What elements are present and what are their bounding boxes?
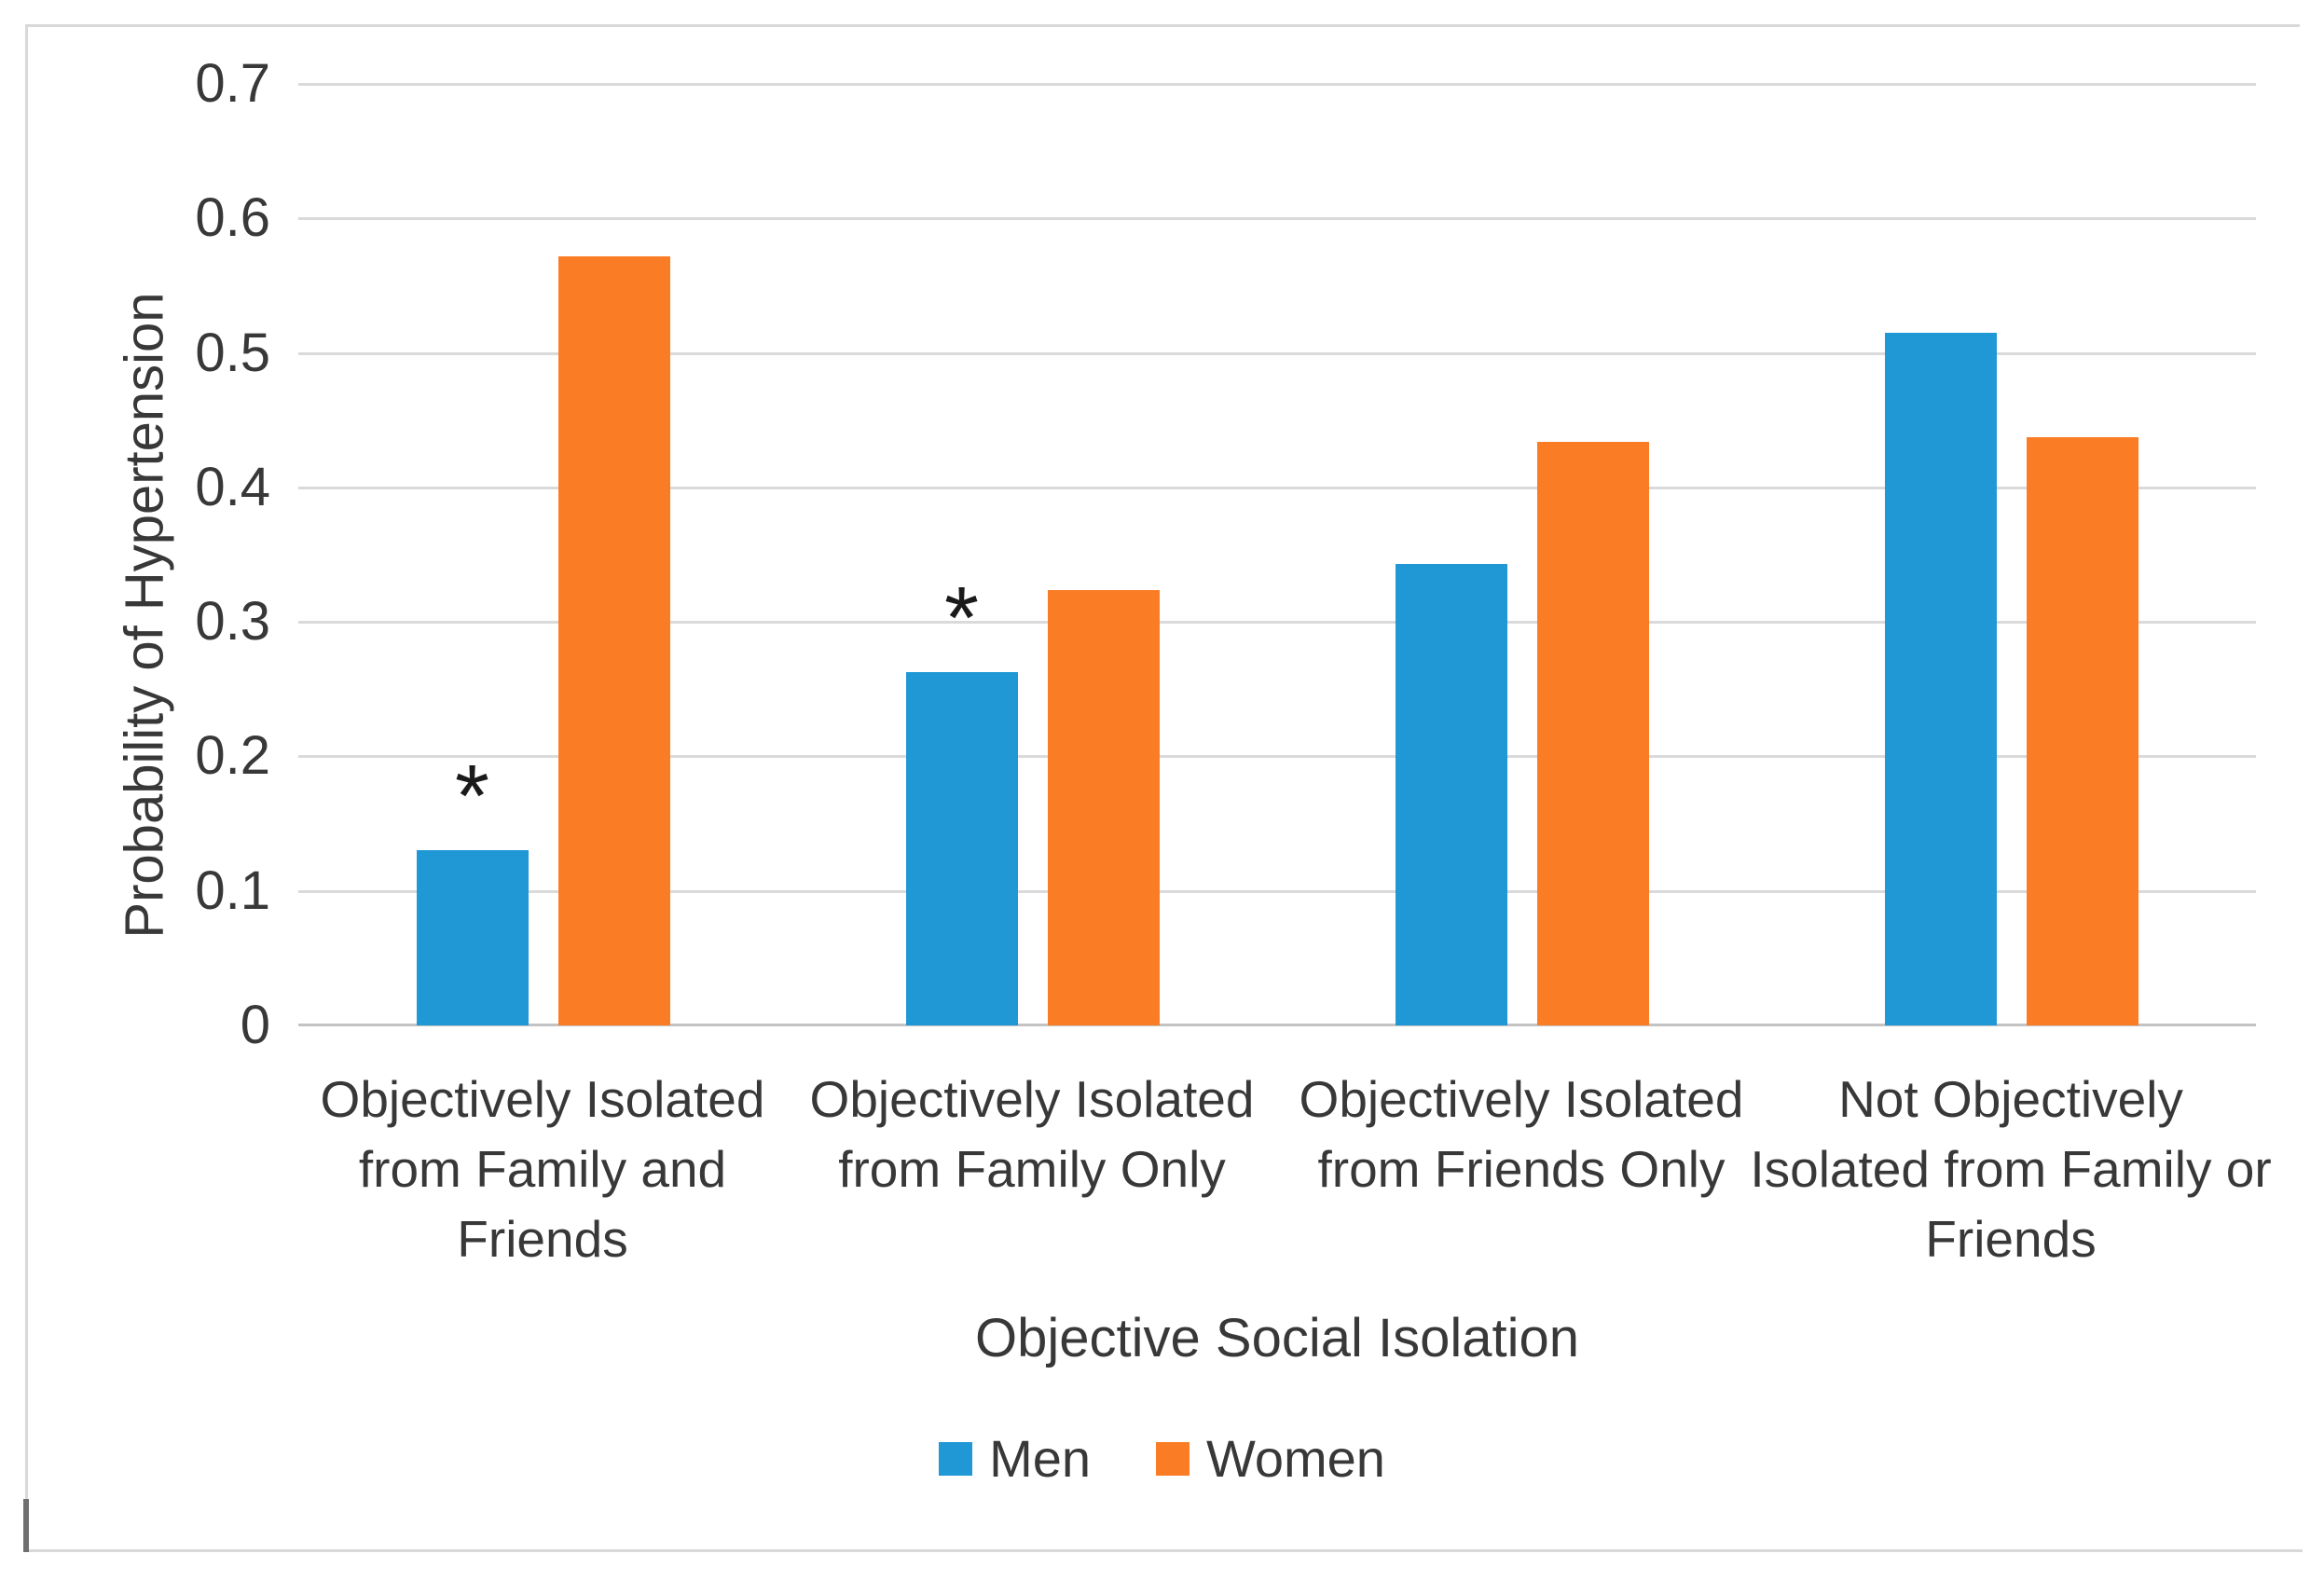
significance-marker-men-category-1: * [455,747,489,846]
x-axis-line [298,1024,2256,1026]
gridline-0.7 [298,83,2256,86]
significance-marker-men-category-2: * [944,568,979,667]
category-label-4: Not Objectively Isolated from Family or … [1750,1070,2272,1268]
chart-border-top [25,24,2300,27]
gridline-0.1 [298,889,2256,893]
gridline-0.6 [298,217,2256,221]
bar-men-category-4 [1884,332,1997,1025]
y-tick-label-0.3: 0.3 [195,591,270,653]
chart-border-dark-artifact [23,1499,29,1552]
bar-men-category-3 [1395,564,1507,1025]
bar-women-category-2 [1047,589,1160,1025]
y-tick-label-0.6: 0.6 [195,187,270,249]
gridline-0.2 [298,755,2256,759]
legend-item-women: Women [1156,1428,1385,1489]
legend-label-men: Men [989,1429,1091,1488]
bar-men-category-1 [416,850,529,1025]
category-label-3: Objectively Isolated from Friends Only [1299,1070,1744,1198]
x-axis-title: Objective Social Isolation [975,1308,1579,1368]
y-tick-label-0.4: 0.4 [195,456,270,517]
gridline-0.5 [298,351,2256,355]
legend-swatch-women [1156,1441,1190,1476]
legend-swatch-men [939,1441,973,1476]
bar-women-category-4 [2026,437,2138,1025]
y-tick-label-0.2: 0.2 [195,725,270,787]
y-tick-label-0.7: 0.7 [195,53,270,114]
category-label-2: Objectively Isolated from Family Only [809,1070,1255,1198]
bar-women-category-3 [1536,441,1649,1025]
category-label-1: Objectively Isolated from Family and Fri… [320,1070,765,1268]
gridline-0.4 [298,486,2256,489]
legend-label-women: Women [1206,1429,1385,1488]
gridline-0.3 [298,621,2256,625]
bar-men-category-2 [905,671,1018,1025]
y-tick-label-0.1: 0.1 [195,859,270,921]
legend-item-men: Men [939,1428,1091,1489]
legend: Men Women [0,1428,2324,1489]
plot-area: * * [298,83,2256,1026]
y-tick-label-0: 0 [240,995,270,1055]
bar-women-category-1 [557,255,670,1025]
chart-border-left [25,24,28,1552]
y-tick-label-0.5: 0.5 [195,322,270,383]
chart-border-bottom [25,1549,2303,1552]
